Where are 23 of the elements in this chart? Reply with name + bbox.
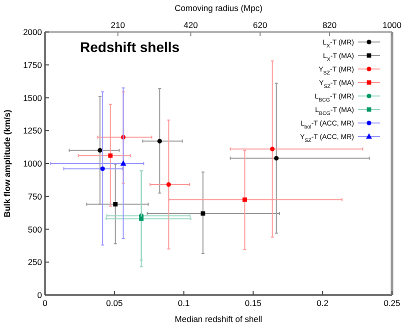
y-tick-label: 250	[28, 257, 42, 268]
y-tick-label: 1500	[23, 92, 42, 103]
y-tick-label: 0	[37, 290, 42, 300]
x-tick-label: 0.2	[316, 298, 329, 308]
y-tick-label: 1750	[23, 60, 42, 70]
y-tick-label: 2000	[23, 27, 42, 37]
x-tick-label: 0.1	[178, 298, 190, 308]
y-tick-label: 1000	[23, 158, 42, 168]
y-tick-label: 1250	[23, 126, 42, 136]
x-tick-label: 0.05	[106, 298, 123, 308]
x2-axis-title: Comoving radius (Mpc)	[174, 3, 263, 13]
x2-tick-label: 1000	[382, 20, 402, 30]
x-tick-label: 0.15	[244, 298, 262, 308]
x-axis-title: Median redshift of shell	[174, 314, 262, 324]
x2-tick-label: 420	[184, 20, 198, 30]
y-tick-label: 750	[28, 191, 42, 202]
x2-tick-label: 620	[253, 20, 268, 30]
y-tick-label: 500	[28, 224, 42, 234]
text: Redshift shells	[80, 39, 180, 55]
x2-tick-label: 820	[322, 20, 337, 30]
x-tick-label: 0.25	[384, 298, 401, 308]
x2-tick-label: 210	[110, 20, 126, 30]
y-axis-title: Bulk flow amplitude (km/s)	[2, 109, 12, 218]
